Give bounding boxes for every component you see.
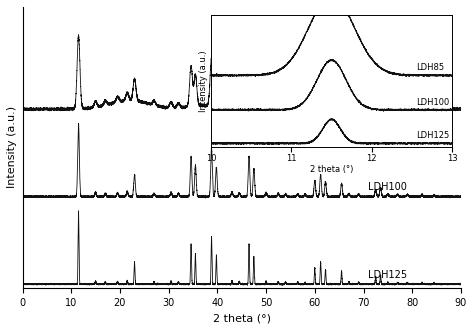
- X-axis label: 2 theta (°): 2 theta (°): [213, 313, 271, 323]
- Y-axis label: Intensity (a.u.): Intensity (a.u.): [7, 106, 17, 188]
- Text: LDH100: LDH100: [368, 182, 407, 192]
- Text: LDH85: LDH85: [368, 95, 401, 105]
- Text: LDH125: LDH125: [368, 270, 408, 280]
